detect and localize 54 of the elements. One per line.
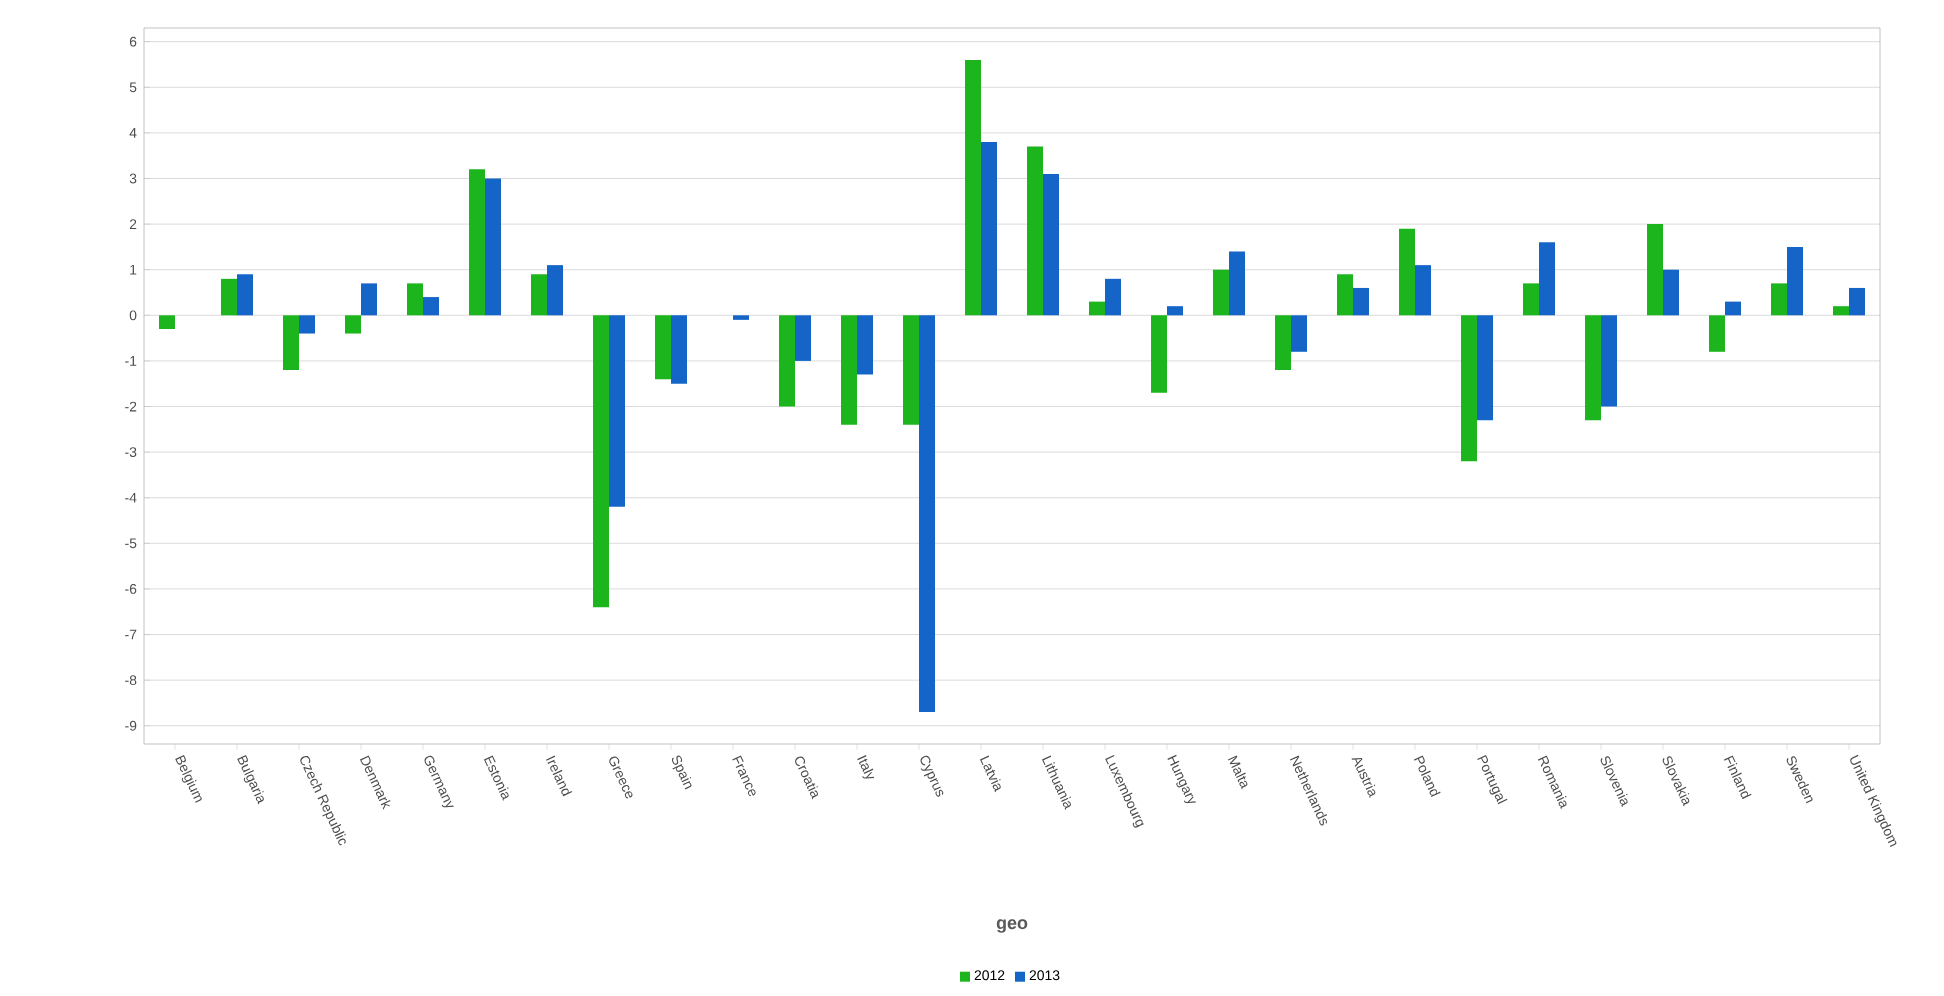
bar [981,142,998,316]
bar [1663,269,1680,316]
bar [593,315,610,608]
bar [469,169,486,316]
bar [841,315,858,425]
bar [531,274,548,316]
bar [1043,173,1060,316]
bar [159,315,175,329]
bar [1151,315,1168,393]
bar [1725,301,1742,316]
bar [221,278,237,316]
bar [1523,283,1540,316]
bar [1833,306,1850,316]
bar [1585,315,1602,421]
bar [671,315,688,384]
bar [919,315,936,713]
bar [237,274,253,316]
bar [1849,287,1866,316]
bar [1337,274,1354,316]
bar [1787,246,1804,316]
bar [283,315,299,371]
bar [423,297,440,316]
bar [1089,301,1106,316]
bar [1647,224,1664,316]
bar [1771,283,1788,316]
bar [655,315,672,380]
bar [1229,251,1246,316]
bar [857,315,874,375]
bar [1353,287,1370,316]
bar [1291,315,1308,352]
bar [345,315,362,334]
bar [1027,146,1044,316]
bar [1539,242,1556,316]
bar [609,315,626,507]
bar [361,283,378,316]
bar [407,283,424,316]
x-axis-title: geo [996,919,1028,933]
bar [1461,315,1478,462]
bar [1213,269,1230,316]
bar [1477,315,1494,421]
bar [1415,265,1432,316]
bar [299,315,315,334]
bar [965,59,982,316]
bar [1167,306,1184,316]
bar [485,178,502,316]
bar [795,315,812,361]
bar [1601,315,1618,407]
bar [1399,228,1416,316]
bar [779,315,796,407]
bar [547,265,564,316]
bar [1275,315,1292,371]
bar [903,315,920,425]
bar [1105,278,1122,316]
bar [1709,315,1726,352]
